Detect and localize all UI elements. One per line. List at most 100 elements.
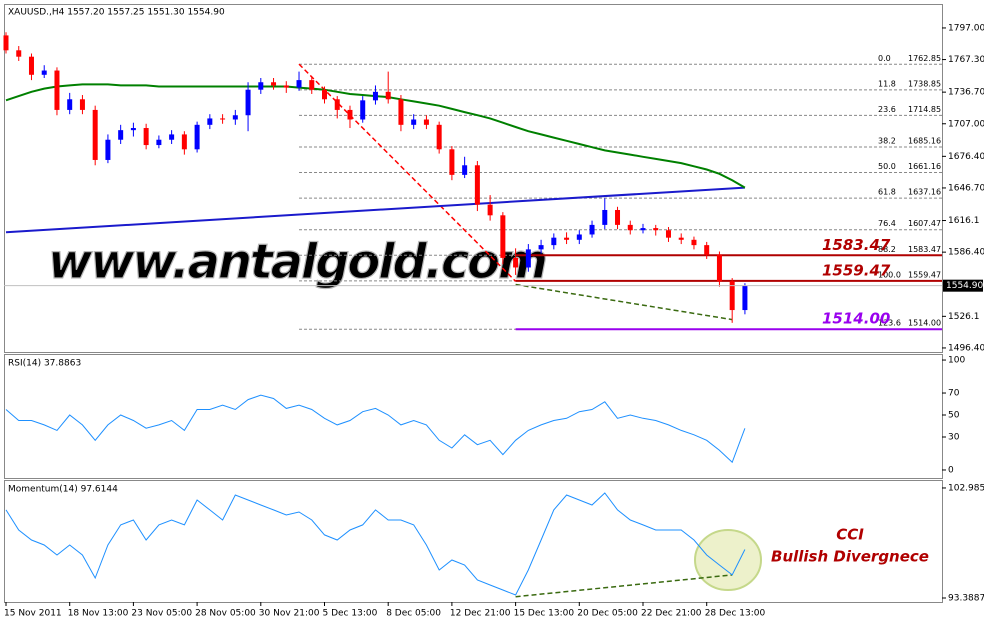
- candle-body: [92, 109, 98, 160]
- candle-body: [411, 119, 417, 125]
- indicator-line: [5, 394, 746, 464]
- candle-body: [194, 124, 200, 150]
- candle-body: [283, 85, 289, 88]
- candle-body: [322, 89, 327, 100]
- candle-body: [347, 109, 353, 120]
- candle-body: [538, 245, 544, 250]
- y-tick-label: 30: [948, 432, 960, 442]
- candle-body: [691, 239, 697, 246]
- candle-body: [130, 128, 136, 131]
- candle-body: [118, 130, 124, 140]
- fib-level: 50.0: [878, 162, 896, 171]
- y-tick-label: 1586.40: [948, 248, 984, 258]
- candle-body: [704, 245, 710, 255]
- y-tick-label: 1767.30: [948, 55, 984, 65]
- fib-price: 1685.16: [908, 137, 941, 146]
- candle-body: [28, 56, 34, 75]
- trend-line: [5, 186, 745, 234]
- candle-body: [54, 70, 60, 110]
- candle-body: [296, 80, 302, 88]
- fib-level: 123.6: [878, 319, 901, 328]
- x-tick-label: 23 Nov 05:00: [131, 609, 192, 619]
- fib-level: 100.0: [878, 270, 901, 279]
- candle-body: [385, 91, 391, 100]
- y-tick-label: 1676.40: [948, 152, 984, 162]
- candle-body: [258, 82, 264, 90]
- candle-body: [462, 165, 468, 175]
- y-tick-label: 93.3887: [948, 594, 984, 604]
- y-tick-label: 102.9851: [948, 483, 984, 493]
- y-tick-label: 1616.1: [948, 216, 980, 226]
- y-tick-label: 70: [948, 389, 960, 399]
- y-tick-label: 1707.00: [948, 119, 984, 129]
- y-tick-label: 1526.1: [948, 312, 980, 322]
- fib-price: 1607.47: [908, 219, 941, 228]
- y-tick-label: 100: [948, 356, 965, 366]
- fib-level: 88.2: [878, 245, 896, 254]
- candle-body: [220, 118, 226, 120]
- candle-body: [156, 139, 162, 146]
- candle-body: [3, 35, 9, 51]
- watermark: www.antalgold.com: [48, 234, 548, 290]
- x-tick-label: 18 Nov 13:00: [68, 609, 129, 619]
- momentum-panel: [4, 480, 943, 603]
- fib-price: 1514.00: [908, 319, 941, 328]
- fib-level: 76.4: [878, 219, 896, 228]
- rsi-panel: [4, 354, 943, 479]
- candle-body: [449, 149, 455, 175]
- fib-price: 1714.85: [908, 105, 941, 114]
- current-price-box: [943, 279, 983, 292]
- level-label: 1514.00: [822, 310, 890, 328]
- highlight-circle: [694, 529, 762, 591]
- candle-body: [589, 224, 595, 235]
- fib-level: 11.8: [878, 79, 896, 88]
- x-tick-label: 28 Nov 05:00: [195, 609, 256, 619]
- fib-price: 1583.47: [908, 245, 941, 254]
- x-tick-label: 5 Dec 13:00: [323, 609, 378, 619]
- candle-body: [372, 91, 378, 101]
- x-tick-label: 22 Dec 21:00: [641, 609, 702, 619]
- x-tick-label: 28 Dec 13:00: [705, 609, 766, 619]
- y-tick-label: 50: [948, 411, 960, 421]
- x-tick-label: 20 Dec 05:00: [577, 609, 638, 619]
- candle-body: [169, 134, 175, 140]
- candle-body: [513, 257, 519, 268]
- candle-body: [436, 124, 442, 150]
- candle-body: [665, 230, 671, 238]
- annotation: CCI: [836, 526, 864, 544]
- x-tick-label: 15 Dec 13:00: [514, 609, 575, 619]
- y-tick-label: 1797.00: [948, 23, 984, 33]
- fib-price: 1559.47: [908, 270, 941, 279]
- candle-body: [729, 281, 735, 311]
- candle-body: [143, 128, 149, 146]
- x-tick-label: 15 Nov 2011: [4, 609, 62, 619]
- candle-body: [207, 118, 213, 125]
- candle-body: [500, 215, 506, 258]
- candle-body: [474, 165, 480, 205]
- candle-body: [245, 89, 251, 116]
- momentum-title: Momentum(14) 97.6144: [8, 485, 118, 495]
- y-tick-label: 1736.70: [948, 88, 984, 98]
- candle-body: [576, 234, 582, 240]
- candle-body: [334, 99, 340, 110]
- fib-level: 0.0: [878, 54, 891, 63]
- fib-level: 38.2: [878, 137, 896, 146]
- x-tick-label: 30 Nov 21:00: [259, 609, 320, 619]
- candle-body: [742, 285, 748, 311]
- candle-body: [423, 119, 429, 125]
- candle-body: [398, 99, 404, 125]
- candle-body: [309, 80, 315, 90]
- candle-body: [360, 100, 366, 120]
- fib-level: 61.8: [878, 188, 896, 197]
- current-price-label: 1554.90: [946, 281, 983, 291]
- x-tick-label: 8 Dec 05:00: [386, 609, 441, 619]
- level-label: 1583.47: [822, 236, 891, 254]
- candle-body: [16, 50, 22, 57]
- annotation: Bullish Divergnece: [771, 548, 929, 566]
- candle-body: [181, 134, 187, 150]
- rsi-title: RSI(14) 37.8863: [8, 359, 81, 369]
- candle-body: [105, 139, 111, 160]
- candle-body: [271, 82, 277, 86]
- y-tick-label: 1646.70: [948, 183, 984, 193]
